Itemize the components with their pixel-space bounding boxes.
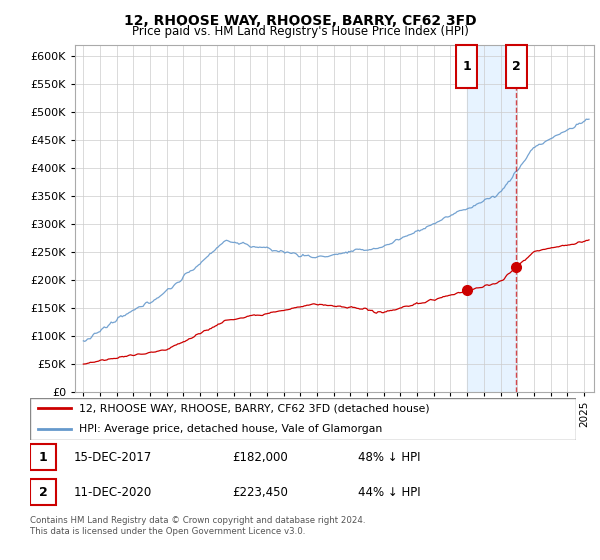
Text: 48% ↓ HPI: 48% ↓ HPI (358, 451, 420, 464)
Text: £182,000: £182,000 (232, 451, 288, 464)
Text: 12, RHOOSE WAY, RHOOSE, BARRY, CF62 3FD (detached house): 12, RHOOSE WAY, RHOOSE, BARRY, CF62 3FD … (79, 403, 430, 413)
Text: Price paid vs. HM Land Registry's House Price Index (HPI): Price paid vs. HM Land Registry's House … (131, 25, 469, 38)
FancyBboxPatch shape (30, 444, 56, 470)
FancyBboxPatch shape (506, 45, 527, 87)
Text: 15-DEC-2017: 15-DEC-2017 (74, 451, 152, 464)
Text: 12, RHOOSE WAY, RHOOSE, BARRY, CF62 3FD: 12, RHOOSE WAY, RHOOSE, BARRY, CF62 3FD (124, 14, 476, 28)
Text: HPI: Average price, detached house, Vale of Glamorgan: HPI: Average price, detached house, Vale… (79, 424, 382, 434)
Text: 2: 2 (39, 486, 47, 498)
Bar (467, 45, 517, 392)
FancyBboxPatch shape (30, 479, 56, 505)
FancyBboxPatch shape (30, 398, 576, 440)
Text: 1: 1 (462, 59, 471, 73)
Text: 1: 1 (39, 451, 47, 464)
Text: 44% ↓ HPI: 44% ↓ HPI (358, 486, 420, 498)
Text: £223,450: £223,450 (232, 486, 288, 498)
Text: 2: 2 (512, 59, 521, 73)
FancyBboxPatch shape (456, 45, 477, 87)
Text: Contains HM Land Registry data © Crown copyright and database right 2024.
This d: Contains HM Land Registry data © Crown c… (30, 516, 365, 536)
Text: 11-DEC-2020: 11-DEC-2020 (74, 486, 152, 498)
